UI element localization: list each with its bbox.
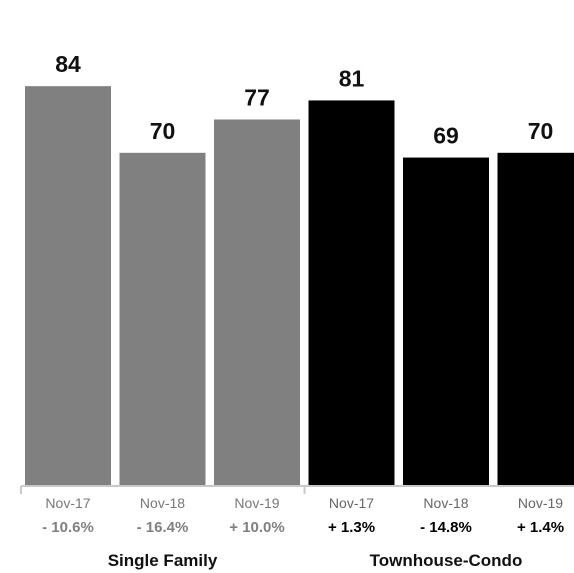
change-label: - 16.4% bbox=[137, 519, 189, 536]
value-label: 70 bbox=[528, 118, 554, 144]
group-label: Single Family bbox=[108, 551, 218, 570]
change-label: + 1.3% bbox=[328, 519, 375, 536]
category-label: Nov-19 bbox=[518, 495, 563, 511]
category-label: Nov-18 bbox=[423, 495, 468, 511]
value-label: 81 bbox=[339, 65, 365, 91]
value-label: 84 bbox=[55, 51, 81, 77]
category-label: Nov-19 bbox=[234, 495, 279, 511]
change-label: + 10.0% bbox=[229, 519, 284, 536]
change-label: - 10.6% bbox=[42, 519, 94, 536]
group-label: Townhouse-Condo bbox=[370, 551, 523, 570]
bar-0-1 bbox=[119, 152, 206, 487]
change-label: + 1.4% bbox=[517, 519, 564, 536]
value-label: 77 bbox=[244, 84, 270, 110]
category-label: Nov-18 bbox=[140, 495, 185, 511]
bar-0-0 bbox=[25, 86, 111, 486]
bar-1-0 bbox=[308, 100, 395, 486]
bar-1-1 bbox=[403, 157, 489, 486]
value-label: 70 bbox=[150, 118, 176, 144]
bar-1-2 bbox=[497, 152, 574, 487]
category-label: Nov-17 bbox=[329, 495, 374, 511]
bar-0-2 bbox=[214, 119, 300, 486]
value-label: 69 bbox=[433, 123, 459, 149]
category-label: Nov-17 bbox=[45, 495, 90, 511]
change-label: - 14.8% bbox=[420, 519, 472, 536]
